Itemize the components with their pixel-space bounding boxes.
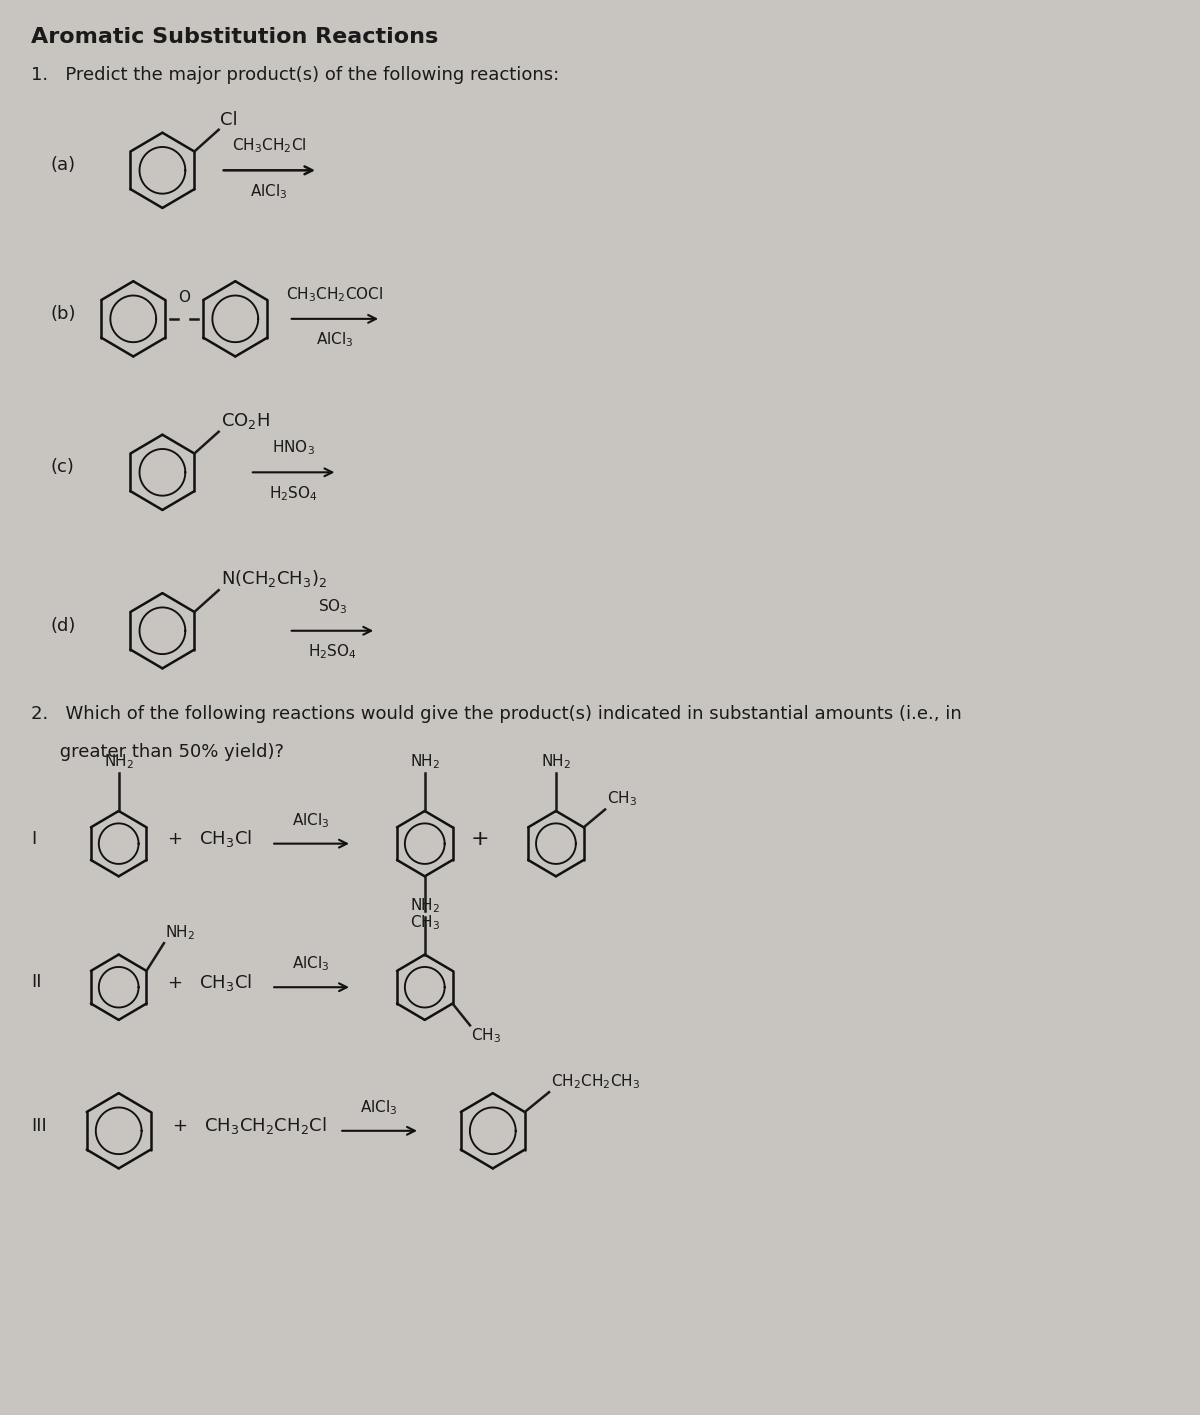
Text: (a): (a) — [50, 157, 76, 174]
Text: NH$_2$: NH$_2$ — [164, 924, 196, 942]
Text: N(CH$_2$CH$_3$)$_2$: N(CH$_2$CH$_3$)$_2$ — [221, 569, 326, 589]
Text: +: + — [470, 829, 490, 849]
Text: +   CH$_3$CH$_2$CH$_2$Cl: + CH$_3$CH$_2$CH$_2$Cl — [172, 1115, 326, 1136]
Text: SO$_3$: SO$_3$ — [318, 597, 347, 616]
Text: AlCl$_3$: AlCl$_3$ — [316, 331, 353, 350]
Text: greater than 50% yield)?: greater than 50% yield)? — [31, 743, 284, 761]
Text: CH$_3$: CH$_3$ — [409, 913, 440, 931]
Text: CH$_3$CH$_2$Cl: CH$_3$CH$_2$Cl — [232, 137, 306, 156]
Text: +   CH$_3$Cl: + CH$_3$Cl — [167, 828, 252, 849]
Text: NH$_2$: NH$_2$ — [541, 753, 571, 771]
Text: CH$_2$CH$_2$CH$_3$: CH$_2$CH$_2$CH$_3$ — [551, 1073, 640, 1091]
Text: AlCl$_3$: AlCl$_3$ — [360, 1098, 398, 1116]
Text: +   CH$_3$Cl: + CH$_3$Cl — [167, 972, 252, 993]
Text: H$_2$SO$_4$: H$_2$SO$_4$ — [308, 642, 356, 661]
Text: NH$_2$: NH$_2$ — [409, 753, 440, 771]
Text: II: II — [31, 974, 42, 992]
Text: (d): (d) — [50, 617, 76, 635]
Text: HNO$_3$: HNO$_3$ — [272, 439, 316, 457]
Text: CO$_2$H: CO$_2$H — [221, 410, 270, 430]
Text: H$_2$SO$_4$: H$_2$SO$_4$ — [269, 484, 318, 502]
Text: Aromatic Substitution Reactions: Aromatic Substitution Reactions — [31, 27, 438, 47]
Text: NH$_2$: NH$_2$ — [409, 896, 440, 916]
Text: O: O — [179, 290, 191, 306]
Text: (b): (b) — [50, 304, 76, 323]
Text: Cl: Cl — [220, 110, 238, 129]
Text: CH$_3$CH$_2$COCl: CH$_3$CH$_2$COCl — [286, 286, 383, 304]
Text: (c): (c) — [50, 458, 74, 477]
Text: AlCl$_3$: AlCl$_3$ — [293, 811, 330, 829]
Text: CH$_3$: CH$_3$ — [470, 1026, 502, 1046]
Text: AlCl$_3$: AlCl$_3$ — [293, 955, 330, 974]
Text: 1.   Predict the major product(s) of the following reactions:: 1. Predict the major product(s) of the f… — [31, 67, 559, 85]
Text: I: I — [31, 829, 36, 848]
Text: 2.   Which of the following reactions would give the product(s) indicated in sub: 2. Which of the following reactions woul… — [31, 705, 962, 723]
Text: CH$_3$: CH$_3$ — [607, 790, 637, 808]
Text: AlCl$_3$: AlCl$_3$ — [251, 183, 288, 201]
Text: III: III — [31, 1116, 47, 1135]
Text: NH$_2$: NH$_2$ — [103, 753, 133, 771]
